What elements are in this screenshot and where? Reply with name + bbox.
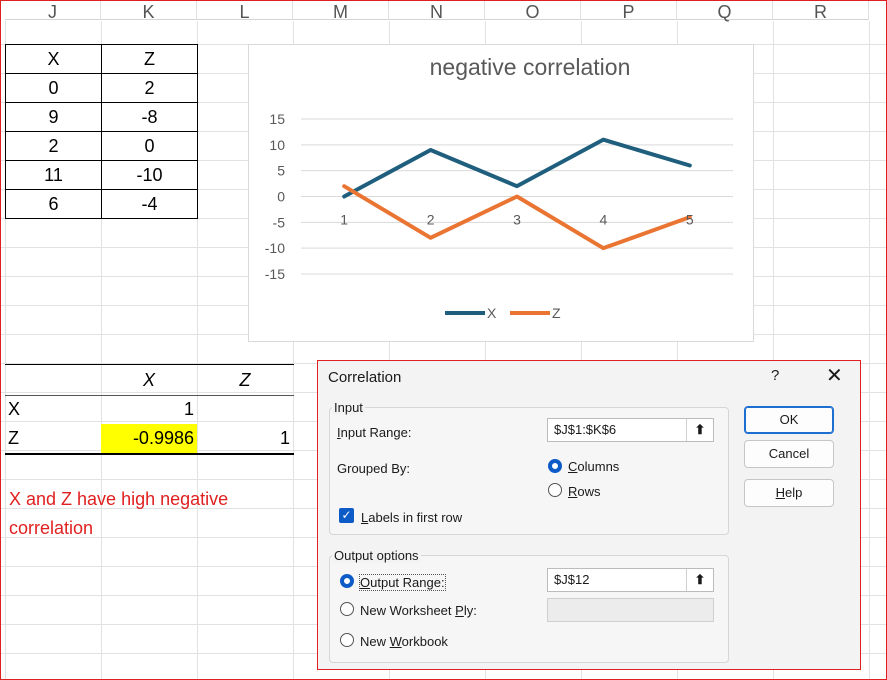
column-header-k[interactable]: K [101, 0, 197, 22]
table-row: 2 0 [5, 131, 198, 161]
column-header-l[interactable]: L [197, 0, 293, 22]
gridline-vertical [869, 21, 870, 680]
close-icon[interactable]: ✕ [826, 365, 843, 387]
columns-radio[interactable] [548, 459, 562, 473]
input-range-value: $J$1:$K$6 [554, 422, 617, 437]
data-cell[interactable]: 2 [101, 73, 198, 103]
new-workbook-option-label[interactable]: New Workbook [360, 634, 448, 649]
data-cell[interactable]: 11 [5, 160, 102, 190]
new-worksheet-name-field[interactable] [547, 598, 714, 622]
line-chart[interactable]: negative correlation 15 10 5 0 -5 -10 -15 1 2 3 4 5… [248, 44, 754, 342]
corr-row-label-z[interactable]: Z [8, 428, 19, 448]
output-range-field[interactable]: $J$12 ⬆ [547, 568, 714, 592]
gridline-vertical [101, 21, 102, 680]
column-header-o[interactable]: O [485, 0, 581, 22]
note-line-1[interactable]: X and Z have high negative [9, 489, 229, 509]
output-range-option-label[interactable]: Output Range: [359, 574, 446, 591]
data-table: X Z 0 2 9 -8 2 0 11 -10 6 -4 [5, 44, 198, 219]
corr-col-header-z[interactable]: Z [239, 370, 251, 390]
data-cell[interactable]: 9 [5, 102, 102, 132]
corr-row-label-x[interactable]: X [8, 399, 21, 419]
collapse-arrow-icon[interactable]: ⬆ [686, 569, 713, 591]
input-range-field[interactable]: $J$1:$K$6 ⬆ [547, 418, 714, 442]
table-row: 0 2 [5, 73, 198, 103]
y-tick-label: 15 [269, 111, 285, 127]
data-cell[interactable]: 6 [5, 189, 102, 219]
corr-cell-zx[interactable]: -0.9986 [101, 424, 197, 453]
gridline-vertical [581, 21, 582, 680]
rows-radio[interactable] [548, 483, 562, 497]
correlation-dialog: Correlation ? ✕ Input Input Range: $J$1:… [317, 360, 861, 670]
y-tick-label: -10 [265, 240, 285, 256]
gridline-vertical [773, 21, 774, 680]
chart-title: negative correlation [430, 54, 631, 80]
corr-col-header-x[interactable]: X [142, 370, 155, 390]
data-cell[interactable]: 2 [5, 131, 102, 161]
x-tick-label: 2 [427, 212, 435, 228]
note-line-2[interactable]: correlation [9, 518, 94, 538]
header-cell[interactable]: Z [101, 44, 198, 74]
x-tick-label: 1 [340, 212, 348, 228]
labels-checkbox[interactable]: ✓ [339, 508, 354, 523]
input-range-label: Input Range: [337, 425, 412, 440]
output-range-value: $J$12 [554, 572, 590, 587]
x-tick-label: 3 [513, 212, 521, 228]
column-header-m[interactable]: M [293, 0, 389, 22]
input-group-label: Input [332, 400, 365, 415]
legend-label-x: X [487, 305, 497, 321]
corr-cell-zz[interactable]: 1 [279, 428, 290, 448]
header-cell[interactable]: X [5, 44, 102, 74]
new-workbook-radio[interactable] [340, 633, 354, 647]
column-header-j[interactable]: J [5, 0, 101, 22]
help-button[interactable]: Help [744, 479, 834, 507]
y-tick-label: 5 [277, 163, 285, 179]
help-question-icon[interactable]: ? [771, 367, 780, 384]
gridline-vertical [389, 21, 390, 680]
data-cell[interactable]: -10 [101, 160, 198, 190]
legend-label-z: Z [552, 305, 561, 321]
data-cell[interactable]: -8 [101, 102, 198, 132]
data-cell[interactable]: 0 [101, 131, 198, 161]
table-row: 11 -10 [5, 160, 198, 190]
columns-option-label[interactable]: Columns [568, 459, 620, 474]
gridline-vertical [293, 21, 294, 680]
table-row: 6 -4 [5, 189, 198, 219]
gridline-vertical [485, 21, 486, 680]
gridline-vertical [677, 21, 678, 680]
column-header-r[interactable]: R [773, 0, 869, 22]
y-tick-label: 10 [269, 137, 285, 153]
gridline-vertical [197, 21, 198, 680]
output-group-label: Output options [332, 548, 421, 563]
new-worksheet-option-label[interactable]: New Worksheet Ply: [360, 603, 477, 618]
y-tick-label: -5 [273, 214, 286, 230]
y-tick-label: -15 [265, 266, 285, 282]
cancel-button[interactable]: Cancel [744, 440, 834, 468]
corr-cell-xx[interactable]: 1 [183, 399, 194, 419]
series-line-x [342, 137, 692, 199]
dialog-title: Correlation [328, 369, 402, 386]
data-cell[interactable]: 0 [5, 73, 102, 103]
x-tick-label: 4 [600, 212, 608, 228]
ok-button[interactable]: OK [744, 406, 834, 434]
column-header-q[interactable]: Q [677, 0, 773, 22]
data-cell[interactable]: -4 [101, 189, 198, 219]
column-header-p[interactable]: P [581, 0, 677, 22]
chart-svg: negative correlation 15 10 5 0 -5 -10 -15 1 2 3 4 5… [265, 54, 733, 321]
column-header-n[interactable]: N [389, 0, 485, 22]
new-worksheet-radio[interactable] [340, 602, 354, 616]
collapse-arrow-icon[interactable]: ⬆ [686, 419, 713, 441]
gridline-vertical [5, 21, 6, 680]
table-row: 9 -8 [5, 102, 198, 132]
rows-option-label[interactable]: Rows [568, 484, 601, 499]
output-range-radio[interactable] [340, 574, 354, 588]
y-tick-label: 0 [277, 189, 285, 205]
x-tick-label: 5 [686, 212, 694, 228]
labels-checkbox-label[interactable]: Labels in first row [361, 510, 463, 525]
grouped-by-label: Grouped By: [337, 461, 410, 476]
table-row: X Z [5, 44, 198, 74]
